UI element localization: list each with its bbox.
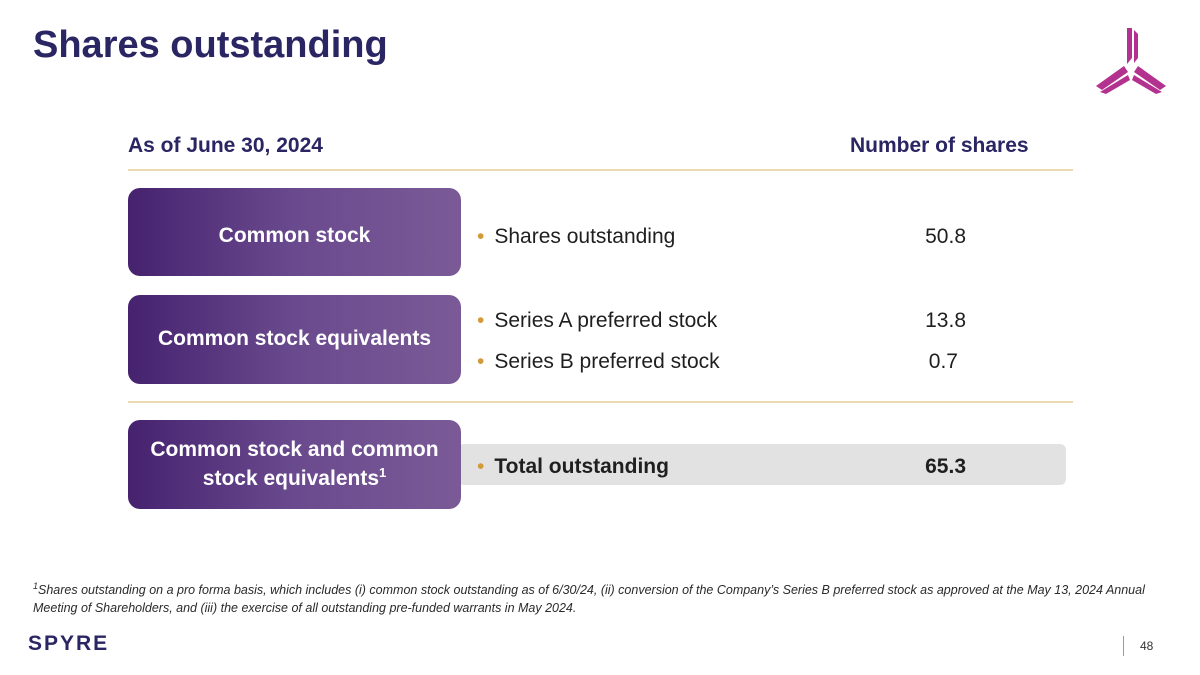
header-date: As of June 30, 2024	[128, 134, 323, 157]
bullet-icon: •	[477, 309, 485, 332]
header-divider	[128, 169, 1073, 171]
group-label: Common stock equivalents	[157, 327, 432, 351]
group-label-line1: Common stock and common	[150, 437, 439, 461]
total-divider	[128, 401, 1073, 403]
header-number-of-shares: Number of shares	[850, 134, 1029, 157]
group-pill-common-stock-equivalents: Common stock equivalents	[128, 295, 461, 384]
bullet-icon: •	[477, 350, 485, 373]
bullet-icon: •	[477, 225, 485, 248]
row-label-shares-outstanding: • Shares outstanding	[477, 225, 676, 248]
bullet-icon: •	[477, 455, 485, 478]
row-value-shares-outstanding: 50.8	[925, 225, 966, 248]
row-label-series-b: • Series B preferred stock	[477, 350, 720, 373]
footnote-text: Shares outstanding on a pro forma basis,…	[33, 583, 1145, 615]
row-value-series-b: 0.7	[928, 350, 958, 373]
page-number: 48	[1140, 639, 1154, 653]
group-label-line2: stock equivalents1	[202, 465, 387, 490]
slide-title: Shares outstanding	[33, 24, 388, 66]
group-pill-total: Common stock and common stock equivalent…	[128, 420, 461, 509]
footnote: 1Shares outstanding on a pro forma basis…	[33, 580, 1163, 617]
page-separator	[1123, 636, 1124, 656]
spyre-wordmark-logo: SPYRE	[28, 633, 109, 653]
group-pill-common-stock: Common stock	[128, 188, 461, 276]
row-label-series-a: • Series A preferred stock	[477, 309, 718, 332]
group-label: Common stock	[218, 224, 371, 247]
row-value-series-a: 13.8	[925, 309, 966, 332]
total-highlight-band	[458, 444, 1066, 485]
footnote-marker: 1	[33, 581, 39, 591]
spyre-logo-icon	[1096, 28, 1166, 94]
row-label-total: • Total outstanding	[477, 455, 669, 478]
footnote-ref: 1	[379, 465, 387, 480]
brand-name: SPYRE	[28, 633, 109, 653]
row-value-total: 65.3	[925, 455, 966, 478]
